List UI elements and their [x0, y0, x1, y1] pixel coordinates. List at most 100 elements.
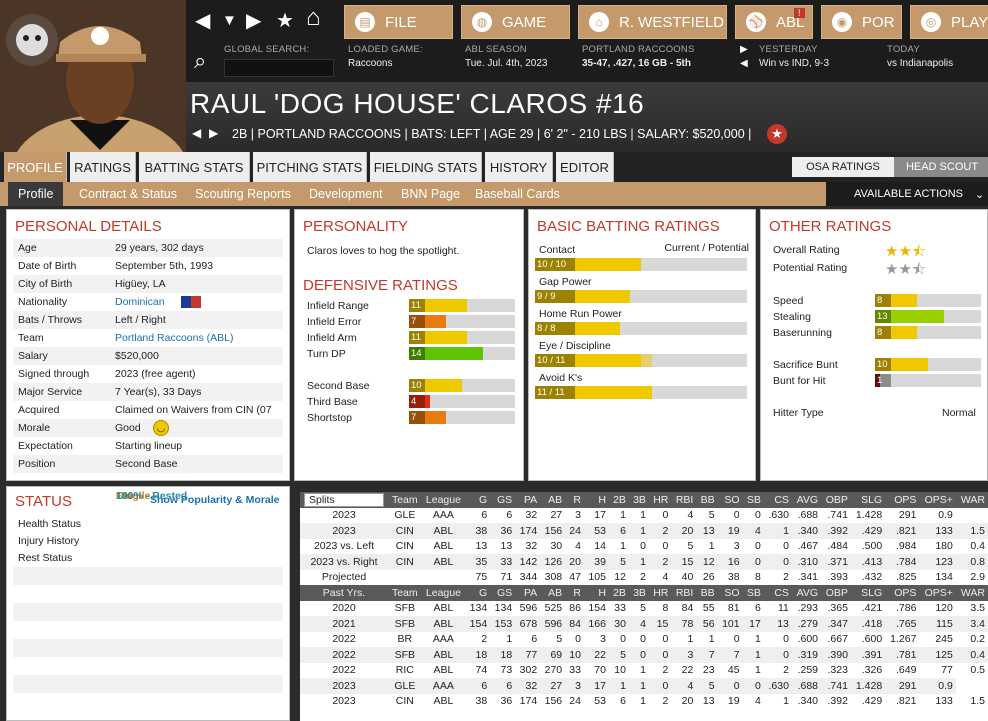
- column-header[interactable]: OPS: [885, 585, 920, 601]
- column-header[interactable]: RBI: [671, 585, 697, 601]
- column-header[interactable]: RBI: [671, 492, 697, 508]
- global-search-input[interactable]: [224, 59, 334, 77]
- league-button[interactable]: ⚾ ABL!: [735, 5, 813, 39]
- column-header[interactable]: SLG: [850, 492, 886, 508]
- batting-label: Contact: [539, 244, 576, 256]
- table-cell: .390: [821, 647, 851, 663]
- table-cell: 1: [640, 509, 646, 522]
- column-header[interactable]: HR: [648, 585, 672, 601]
- column-header[interactable]: PA: [515, 492, 541, 508]
- column-header[interactable]: BB: [696, 585, 718, 601]
- column-header[interactable]: HR: [648, 492, 672, 508]
- subtab-profile[interactable]: Profile: [8, 182, 64, 206]
- file-button[interactable]: ▤ FILE: [344, 5, 453, 39]
- column-header[interactable]: OPS: [885, 492, 920, 508]
- column-header[interactable]: OBP: [821, 492, 851, 508]
- table-cell: AAA: [421, 678, 466, 694]
- column-header[interactable]: OPS+: [919, 492, 956, 508]
- table-cell: BR: [397, 633, 413, 646]
- column-header[interactable]: OBP: [821, 585, 851, 601]
- column-header[interactable]: 3B: [628, 585, 649, 601]
- home-icon[interactable]: ⌂: [306, 4, 321, 31]
- table-cell: 86: [569, 602, 581, 615]
- column-header[interactable]: Team: [388, 492, 422, 508]
- table-cell: 33: [614, 602, 626, 615]
- column-header[interactable]: H: [583, 492, 609, 508]
- column-header[interactable]: SB: [742, 492, 764, 508]
- column-header[interactable]: WAR: [955, 585, 988, 601]
- available-actions-button[interactable]: AVAILABLE ACTIONS ⌄: [826, 182, 988, 206]
- column-header[interactable]: G: [465, 585, 491, 601]
- column-header[interactable]: H: [583, 585, 609, 601]
- column-header[interactable]: G: [465, 492, 491, 508]
- personal-value[interactable]: Dominican: [115, 296, 165, 308]
- forward-icon[interactable]: ▶: [246, 10, 262, 32]
- history-dropdown-icon[interactable]: ▼: [222, 12, 237, 29]
- prev-day-icon[interactable]: ◀: [740, 58, 748, 69]
- column-header[interactable]: AB: [540, 585, 566, 601]
- tab-ratings[interactable]: RATINGS: [70, 152, 136, 182]
- osa-ratings-toggle[interactable]: OSA RATINGS: [792, 157, 894, 177]
- defensive-ratings-title: DEFENSIVE RATINGS: [303, 277, 458, 294]
- table-cell: 0: [648, 678, 672, 694]
- column-header[interactable]: AVG: [791, 585, 821, 601]
- column-header[interactable]: 3B: [628, 492, 649, 508]
- tab-pitching-stats[interactable]: PITCHING STATS: [253, 152, 367, 182]
- show-popularity-morale-link[interactable]: Show Popularity & Morale: [150, 494, 280, 506]
- play-button[interactable]: ◎ PLAY: [910, 5, 988, 39]
- next-day-icon[interactable]: ▶: [740, 44, 748, 55]
- column-header[interactable]: SB: [742, 585, 764, 601]
- subtab-baseball-cards[interactable]: Baseball Cards: [475, 187, 560, 201]
- column-header[interactable]: Team: [388, 585, 422, 601]
- column-header[interactable]: PA: [515, 585, 541, 601]
- file-icon: ▤: [355, 12, 375, 32]
- team-button[interactable]: ◉ POR: [821, 5, 902, 39]
- head-scout-toggle[interactable]: HEAD SCOUT: [894, 157, 988, 177]
- defensive-label: Shortstop: [307, 412, 352, 424]
- column-header[interactable]: League: [421, 585, 466, 601]
- column-header[interactable]: 2B: [608, 492, 629, 508]
- table-cell: 180: [935, 540, 953, 553]
- column-header[interactable]: R: [565, 585, 584, 601]
- table-cell: 36: [490, 523, 516, 539]
- column-header[interactable]: BB: [696, 492, 718, 508]
- yesterday-result[interactable]: Win vs IND, 9-3: [759, 58, 830, 69]
- tab-history[interactable]: HISTORY: [485, 152, 553, 182]
- subtab-contract-status[interactable]: Contract & Status: [79, 187, 177, 201]
- game-button[interactable]: ◍ GAME: [461, 5, 570, 39]
- tab-fielding-stats[interactable]: FIELDING STATS: [370, 152, 482, 182]
- column-header[interactable]: SLG: [850, 585, 886, 601]
- subtab-development[interactable]: Development: [309, 187, 383, 201]
- back-icon[interactable]: ◀: [195, 10, 211, 32]
- column-header[interactable]: SO: [717, 492, 743, 508]
- column-header[interactable]: 2B: [608, 585, 629, 601]
- prev-player-icon[interactable]: ◀: [192, 126, 202, 140]
- favorite-star-icon[interactable]: ★: [276, 10, 294, 32]
- manager-button[interactable]: ⌂ R. WESTFIELD: [578, 5, 727, 39]
- past-years-header[interactable]: Past Yrs.: [300, 585, 388, 601]
- tab-batting-stats[interactable]: BATTING STATS: [139, 152, 250, 182]
- notification-badge: !: [794, 8, 805, 18]
- column-header[interactable]: CS: [763, 585, 792, 601]
- search-icon[interactable]: ⌕: [194, 48, 207, 73]
- column-header[interactable]: CS: [763, 492, 792, 508]
- bar-label-bg: [409, 315, 425, 328]
- subtab-scouting-reports[interactable]: Scouting Reports: [195, 187, 291, 201]
- column-header[interactable]: WAR: [955, 492, 988, 508]
- column-header[interactable]: R: [565, 492, 584, 508]
- personal-value[interactable]: Portland Raccoons (ABL): [115, 332, 234, 344]
- today-game[interactable]: vs Indianapolis: [887, 58, 954, 69]
- splits-select[interactable]: Splits: [300, 492, 388, 508]
- column-header[interactable]: AB: [540, 492, 566, 508]
- column-header[interactable]: League: [421, 492, 466, 508]
- tab-profile[interactable]: PROFILE: [4, 152, 67, 182]
- column-header[interactable]: AVG: [791, 492, 821, 508]
- tab-editor[interactable]: EDITOR: [556, 152, 614, 182]
- column-header[interactable]: SO: [717, 585, 743, 601]
- next-player-icon[interactable]: ▶: [209, 126, 219, 140]
- column-header[interactable]: OPS+: [919, 585, 956, 601]
- column-header[interactable]: GS: [490, 492, 516, 508]
- table-cell: 1: [763, 523, 792, 539]
- column-header[interactable]: GS: [490, 585, 516, 601]
- subtab-bnn-page[interactable]: BNN Page: [401, 187, 461, 201]
